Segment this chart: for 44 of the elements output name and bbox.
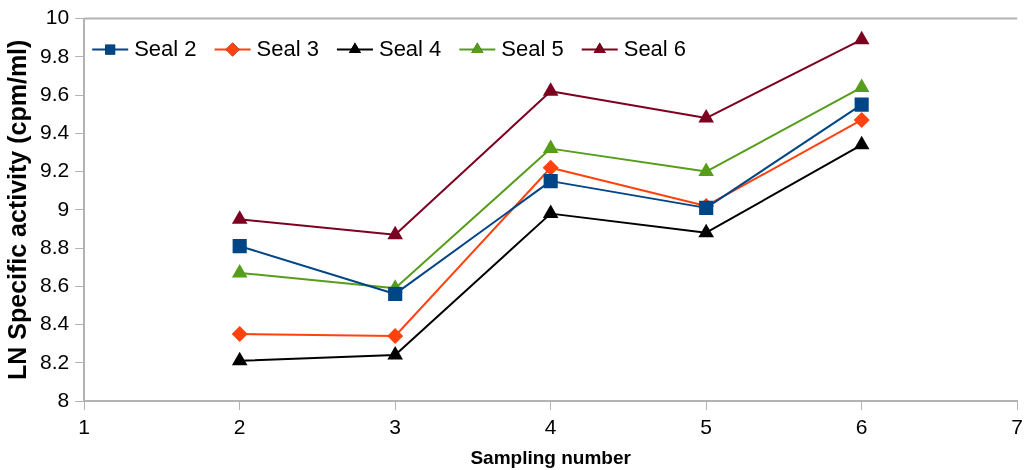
point: [853, 135, 870, 150]
x-axis-title: Sampling number: [470, 446, 632, 468]
point: [698, 223, 714, 238]
legend-label: Seal 4: [378, 35, 442, 61]
y-axis-title: LN Specific activity (cpm/ml): [2, 39, 31, 380]
point: [387, 327, 404, 344]
legend-label: Seal 5: [501, 35, 564, 61]
point: [542, 204, 559, 219]
y-tick-label: 8: [57, 387, 70, 411]
point: [388, 286, 403, 301]
y-tick-label: 9.2: [39, 158, 70, 182]
y-tick-label: 8.6: [39, 273, 70, 297]
point: [853, 30, 870, 45]
point: [542, 139, 559, 154]
x-tick-label: 3: [389, 415, 402, 439]
y-tick-label: 8.4: [39, 311, 70, 335]
point: [542, 82, 559, 96]
point: [231, 351, 248, 366]
point: [387, 346, 403, 360]
x-tick-label: 4: [544, 415, 557, 439]
point: [854, 97, 869, 112]
x-tick-label: 6: [855, 415, 868, 439]
y-tick-label: 9.4: [39, 120, 70, 144]
x-tick-label: 7: [1011, 415, 1023, 439]
y-tick-label: 9.6: [39, 81, 70, 105]
legend-label: Seal 3: [256, 35, 319, 61]
y-tick-label: 8.8: [39, 234, 70, 258]
y-tick-label: 9.8: [39, 43, 70, 67]
y-tick-label: 9: [57, 196, 70, 220]
x-tick-label: 5: [700, 415, 713, 439]
x-tick-label: 2: [233, 415, 246, 439]
point: [853, 78, 870, 92]
point: [542, 159, 559, 176]
point: [698, 109, 714, 123]
point: [387, 225, 403, 240]
point: [853, 111, 870, 128]
point: [231, 263, 248, 278]
point: [231, 210, 248, 224]
legend-label: Seal 2: [134, 35, 197, 61]
x-tick-label: 1: [78, 415, 91, 439]
legend-label: Seal 6: [623, 35, 687, 61]
point: [698, 162, 714, 177]
y-tick-label: 8.2: [39, 349, 70, 373]
y-tick-label: 10: [45, 5, 70, 29]
